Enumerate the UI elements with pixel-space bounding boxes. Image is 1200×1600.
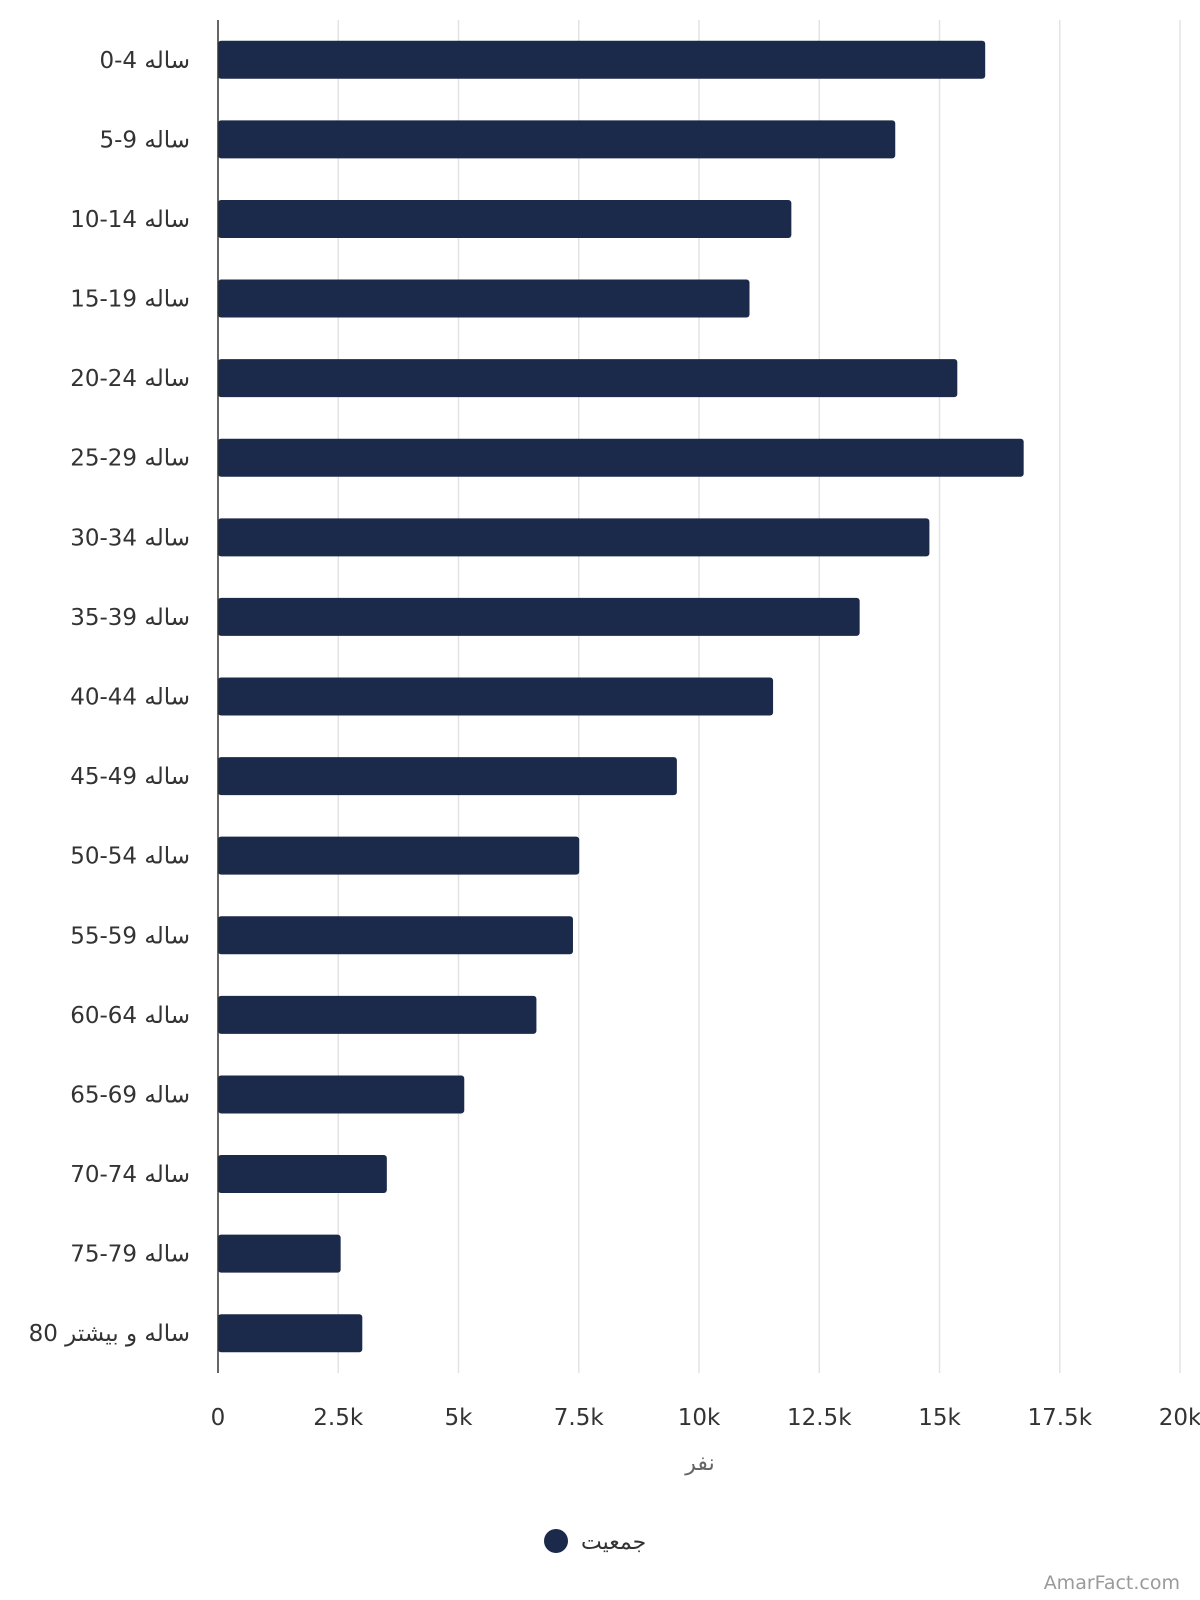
bar[interactable] — [218, 836, 580, 875]
x-tick-label: 10k — [678, 1405, 721, 1431]
bar[interactable] — [218, 438, 1024, 477]
bar[interactable] — [218, 120, 896, 159]
category-label: 50-54 ساله — [70, 844, 190, 870]
bar[interactable] — [218, 1075, 465, 1114]
category-label: 45-49 ساله — [70, 764, 190, 790]
bar[interactable] — [218, 1314, 363, 1353]
x-tick-label: 2.5k — [313, 1405, 364, 1431]
x-tick-label: 17.5k — [1027, 1405, 1092, 1431]
bar[interactable] — [218, 359, 958, 398]
category-label: 35-39 ساله — [70, 605, 190, 631]
x-axis-title: نفر — [684, 1451, 714, 1476]
legend-swatch — [544, 1529, 568, 1553]
bar[interactable] — [218, 677, 774, 716]
category-label: 25-29 ساله — [70, 446, 190, 472]
bar[interactable] — [218, 199, 792, 238]
bar[interactable] — [218, 995, 537, 1034]
legend-label: جمعیت — [581, 1530, 646, 1555]
category-label: 70-74 ساله — [70, 1162, 190, 1188]
bar[interactable] — [218, 40, 986, 79]
category-label: 75-79 ساله — [70, 1242, 190, 1268]
watermark: AmarFact.com — [1044, 1572, 1180, 1594]
category-label: 10-14 ساله — [70, 207, 190, 233]
bar[interactable] — [218, 1234, 341, 1273]
x-tick-label: 5k — [445, 1405, 474, 1431]
bar[interactable] — [218, 916, 573, 955]
category-labels: 0-4 ساله 5-9 ساله 10-14 ساله 15-19 ساله 20-2… — [29, 48, 190, 1347]
category-label: 60-64 ساله — [70, 1003, 190, 1029]
bar[interactable] — [218, 597, 860, 636]
category-label: 40-44 ساله — [70, 685, 190, 711]
bar[interactable] — [218, 518, 930, 557]
bar[interactable] — [218, 757, 677, 796]
bar[interactable] — [218, 279, 750, 318]
x-tick-label: 15k — [918, 1405, 961, 1431]
bar[interactable] — [218, 1155, 387, 1194]
x-tick-label: 12.5k — [787, 1405, 852, 1431]
x-tick-labels: 0 2.5k 5k 7.5k 10k 12.5k 15k 17.5k 20k — [211, 1405, 1200, 1431]
legend[interactable]: جمعیت — [544, 1529, 646, 1555]
x-tick-label: 0 — [211, 1405, 226, 1431]
category-label: 5-9 ساله — [99, 127, 190, 153]
category-label: 30-34 ساله — [70, 525, 190, 551]
category-label: 20-24 ساله — [70, 366, 190, 392]
x-tick-label: 20k — [1159, 1405, 1200, 1431]
bars — [218, 40, 1024, 1353]
category-label: 15-19 ساله — [70, 287, 190, 313]
category-label: 65-69 ساله — [70, 1082, 190, 1108]
x-tick-label: 7.5k — [554, 1405, 605, 1431]
category-label: 55-59 ساله — [70, 923, 190, 949]
category-label: 0-4 ساله — [99, 48, 190, 74]
category-label: 80 ساله و بیشتر — [29, 1321, 190, 1347]
